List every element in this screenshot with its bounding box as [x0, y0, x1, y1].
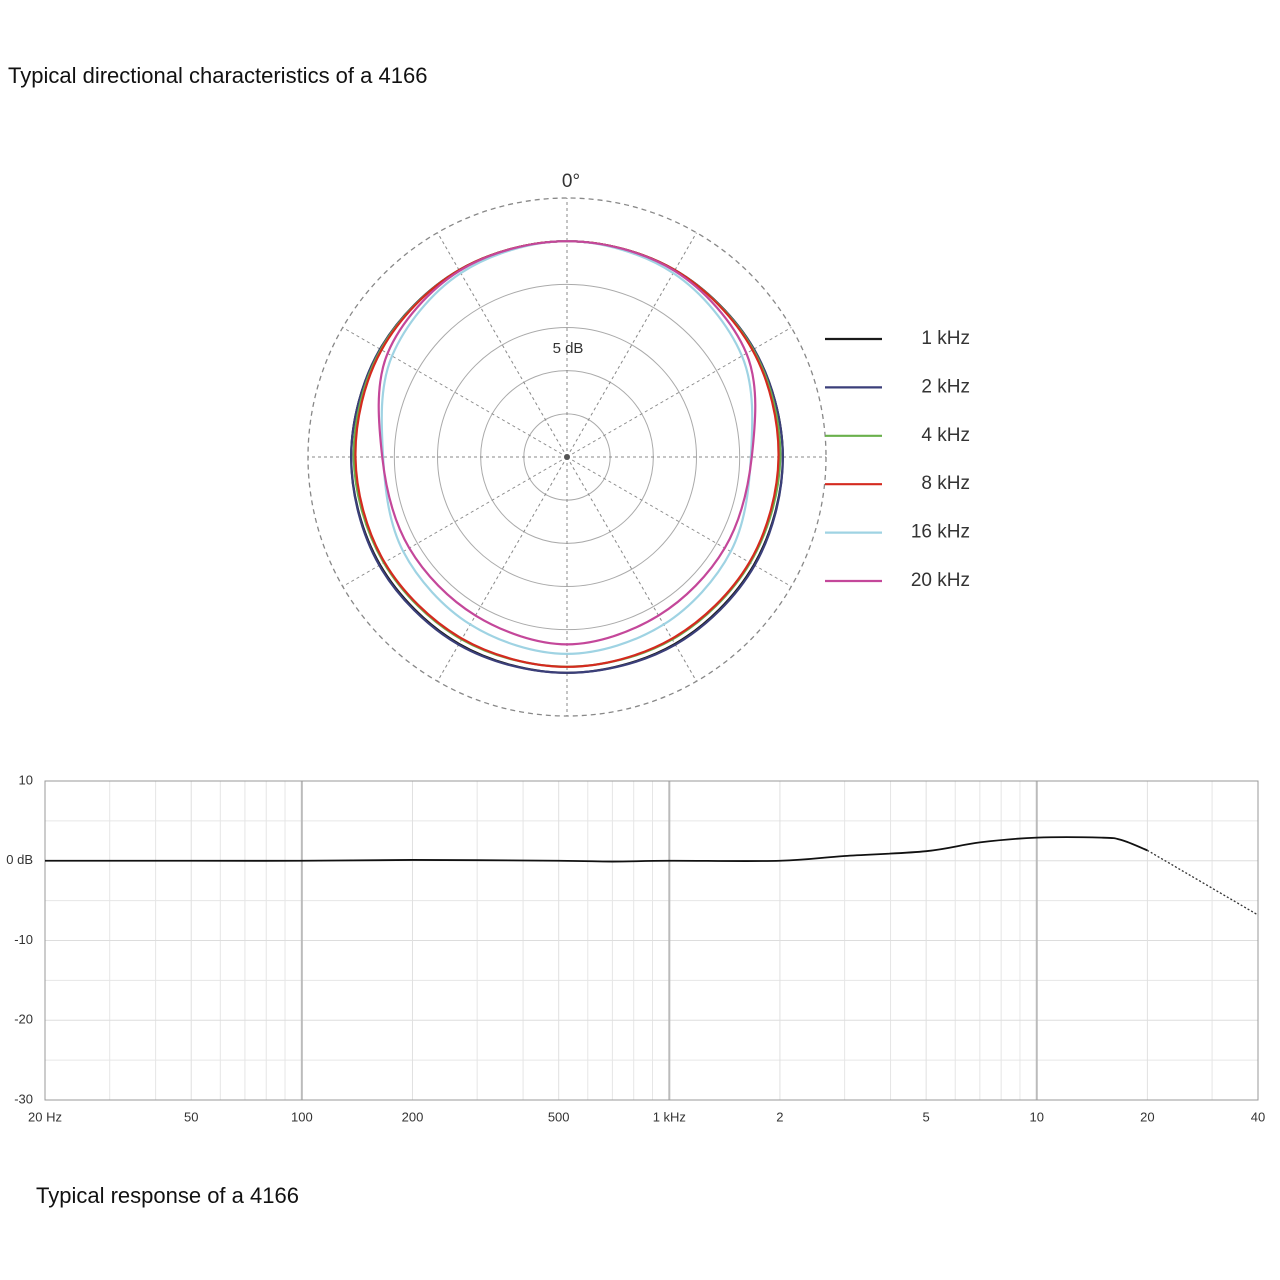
x-tick-label: 500 — [548, 1109, 570, 1124]
spoke — [566, 456, 792, 587]
x-tick-label: 20 Hz — [28, 1109, 62, 1124]
x-tick-label: 40 — [1251, 1109, 1265, 1124]
angle-label: 0° — [562, 171, 580, 192]
legend-label: 4 kHz — [921, 425, 970, 446]
ring — [393, 283, 741, 631]
x-tick-label: 20 — [1140, 1109, 1154, 1124]
legend-label: 2 kHz — [921, 376, 970, 397]
polar-curve — [380, 240, 754, 655]
response-line — [1147, 849, 1259, 916]
x-tick-label: 200 — [402, 1109, 424, 1124]
spoke — [437, 456, 568, 682]
y-tick-label: -10 — [14, 932, 33, 947]
spoke — [566, 232, 697, 458]
x-tick-label: 100 — [291, 1109, 313, 1124]
center — [564, 454, 570, 460]
spoke — [566, 327, 792, 458]
spoke — [342, 456, 568, 587]
y-tick-label: 0 dB — [6, 852, 33, 867]
x-tick-label: 5 — [923, 1109, 930, 1124]
polar-title: Typical directional characteristics of a… — [8, 63, 427, 88]
polar-curve — [354, 240, 780, 668]
x-tick-label: 2 — [776, 1109, 783, 1124]
legend-label: 20 kHz — [911, 570, 970, 591]
plot-frame — [44, 780, 1259, 1101]
spoke — [566, 456, 697, 682]
polar-curve — [377, 240, 757, 646]
spoke — [342, 327, 568, 458]
y-tick-label: -30 — [14, 1091, 33, 1106]
x-tick-label: 50 — [184, 1109, 198, 1124]
legend-label: 1 kHz — [921, 328, 970, 349]
x-tick-label: 1 kHz — [653, 1109, 686, 1124]
legend-label: 16 kHz — [911, 522, 970, 543]
ring-label: 5 dB — [553, 340, 584, 357]
response-title: Typical response of a 4166 — [36, 1183, 299, 1208]
y-tick-label: 10 — [19, 772, 33, 787]
legend-label: 8 kHz — [921, 473, 970, 494]
response-line — [45, 836, 1148, 863]
x-tick-label: 10 — [1030, 1109, 1044, 1124]
ring — [437, 327, 697, 587]
spoke — [437, 232, 568, 458]
y-tick-label: -20 — [14, 1012, 33, 1027]
